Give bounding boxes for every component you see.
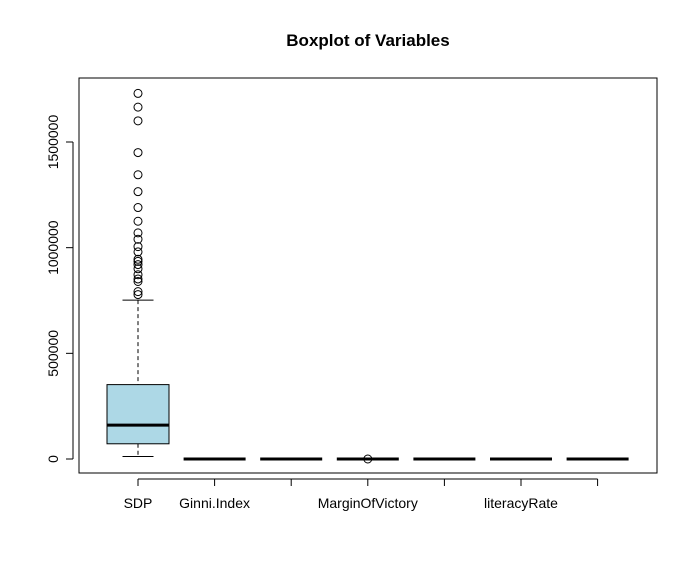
outlier-point [133, 242, 143, 252]
outlier-point [133, 116, 143, 126]
y-axis: 0 500000 1000000 1500000 [45, 115, 74, 463]
outlier-point [133, 187, 143, 197]
x-tick-label: SDP [124, 495, 153, 511]
outlier-point [133, 247, 143, 257]
outlier-point [133, 276, 143, 286]
outlier-point [133, 170, 143, 180]
outlier-point [133, 254, 143, 264]
y-tick-label: 1500000 [45, 115, 61, 170]
box-sdp [106, 88, 170, 457]
outlier-point [133, 260, 143, 270]
outlier-point [363, 454, 373, 464]
outlier-point [133, 274, 143, 284]
x-tick-label: literacyRate [484, 495, 558, 511]
outlier-point [133, 102, 143, 112]
boxes-group [106, 88, 629, 464]
box-body [106, 384, 170, 445]
outlier-point [133, 270, 143, 280]
outlier-point [133, 203, 143, 213]
outlier-point [133, 256, 143, 266]
x-tick-label: MarginOfVictory [318, 495, 418, 511]
x-tick-label: Ginni.Index [179, 495, 250, 511]
y-tick-label: 1000000 [45, 220, 61, 275]
plot-frame [78, 77, 658, 474]
y-tick-label: 0 [45, 455, 61, 463]
outlier-point [133, 148, 143, 158]
outlier-point [133, 287, 143, 297]
outlier-point [133, 264, 143, 274]
x-axis: SDP Ginni.Index MarginOfVictory literacyRat… [124, 478, 599, 511]
outlier-point [133, 88, 143, 98]
outlier-point [133, 234, 143, 244]
y-tick-label: 500000 [45, 330, 61, 377]
outlier-point [133, 290, 143, 300]
box-marginofvictory [336, 454, 399, 464]
outlier-point [133, 228, 143, 238]
chart-title: Boxplot of Variables [286, 31, 449, 50]
outlier-point [133, 216, 143, 226]
